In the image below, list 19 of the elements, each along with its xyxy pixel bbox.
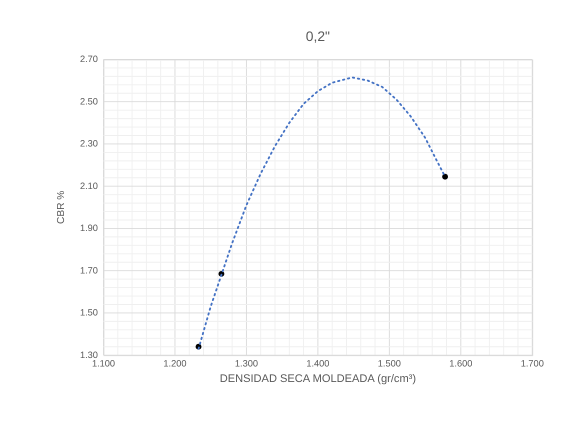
point	[442, 174, 448, 180]
y-tick-label: 2.50	[80, 96, 98, 106]
x-tick-label: 1.600	[449, 358, 472, 368]
y-axis-title: CBR %	[56, 190, 67, 224]
y-tick-label: 2.30	[80, 138, 98, 149]
y-tick-label: 1.30	[80, 350, 98, 360]
y-tick-label: 1.70	[80, 265, 98, 276]
y-tick-label: 1.50	[80, 308, 98, 318]
x-axis-title: DENSIDAD SECA MOLDEADA (gr/cm³)	[220, 372, 416, 385]
x-tick-label: 1.400	[306, 358, 330, 368]
x-tick-label: 1.200	[163, 358, 187, 368]
chart-title: 0,2"	[306, 28, 330, 44]
x-tick-label: 1.300	[234, 358, 258, 368]
x-tick-label: 1.500	[378, 358, 401, 368]
y-tick-label: 2.70	[80, 54, 98, 64]
y-tick-label: 2.10	[80, 180, 98, 191]
x-tick-label: 1.100	[92, 358, 116, 368]
x-tick-label: 1.700	[520, 358, 544, 368]
y-tick-label: 1.90	[80, 223, 98, 234]
